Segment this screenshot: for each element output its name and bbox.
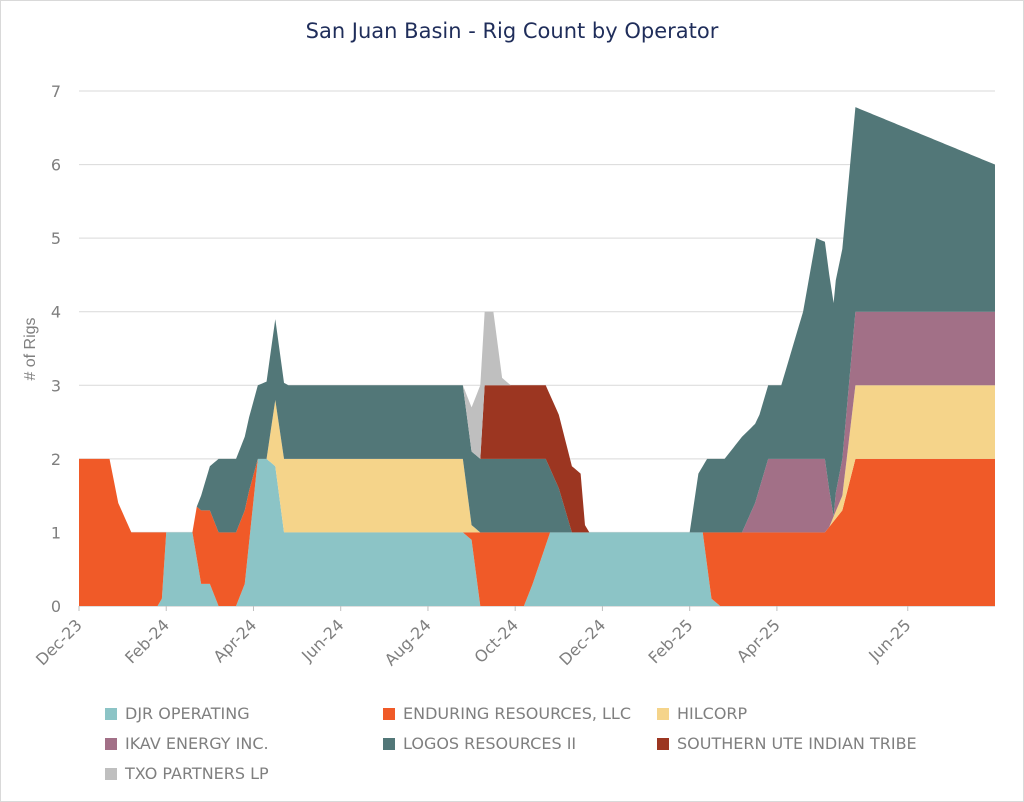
x-tick-label: Jun-25 (864, 615, 914, 665)
y-tick-label: 2 (51, 450, 61, 469)
y-tick-label: 1 (51, 523, 61, 542)
x-tick-label: Apr-24 (210, 615, 261, 666)
x-tick-label: Apr-25 (733, 615, 784, 666)
series-area-ikav-energy-inc (79, 311, 995, 533)
series-area-logos-resources-ii (79, 107, 995, 533)
series-area-djr-operating (79, 458, 995, 606)
chart-title: San Juan Basin - Rig Count by Operator (305, 19, 719, 43)
series-area-southern-ute-indian-tribe (79, 107, 995, 533)
y-tick-label: 5 (51, 229, 61, 248)
x-tick-label: Feb-24 (121, 615, 173, 667)
x-tick-label: Oct-24 (471, 615, 522, 666)
y-tick-label: 7 (51, 82, 61, 101)
y-tick-label: 0 (51, 597, 61, 616)
series-area-hilcorp (79, 385, 995, 533)
x-tick-label: Aug-24 (381, 615, 435, 669)
y-tick-label: 3 (51, 376, 61, 395)
x-tick-label: Feb-25 (645, 615, 697, 667)
y-axis-title: # of Rigs (22, 317, 39, 380)
x-tick-label: Dec-23 (32, 615, 86, 669)
y-tick-label: 4 (51, 303, 61, 322)
x-tick-label: Jun-24 (297, 615, 347, 665)
y-tick-label: 6 (51, 156, 61, 175)
x-tick-label: Dec-24 (555, 615, 609, 669)
